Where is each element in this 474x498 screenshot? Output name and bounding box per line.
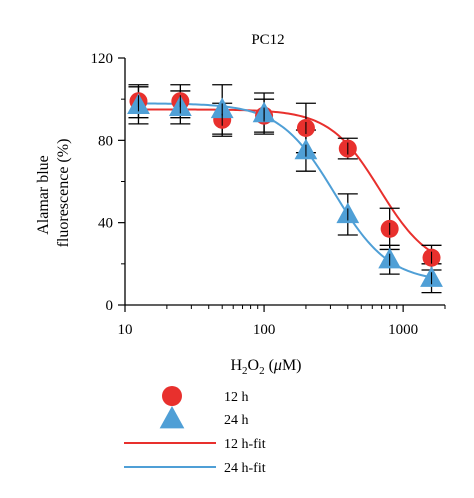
legend-label: 24 h-fit: [224, 461, 266, 476]
x-tick-label: 10: [118, 322, 133, 338]
legend-marker-triangle: [159, 406, 185, 429]
chart-title: PC12: [251, 32, 284, 48]
legend-marker-circle: [162, 386, 182, 406]
y-tick-label: 80: [98, 133, 113, 149]
data-markers: [127, 92, 443, 287]
y-axis-label-line-1: Alamar blue: [35, 155, 52, 235]
y-tick-label: 40: [98, 216, 113, 232]
legend: 12 h 24 h 12 h-fit 24 h-fit: [124, 386, 266, 476]
x-tick-label: 100: [253, 322, 276, 338]
x-tick-label: 1000: [388, 322, 418, 338]
x-axis-label: H2O2 (μM): [230, 357, 301, 377]
legend-label: 24 h: [224, 413, 249, 428]
y-tick-label: 120: [91, 51, 114, 67]
y-tick-label: 0: [106, 298, 114, 314]
legend-label: 12 h-fit: [224, 437, 266, 452]
y-axis-label-line-2: fluorescence (%): [55, 139, 72, 248]
plot-axes: 0 40 80 120 10 100 1000: [91, 51, 446, 338]
legend-label: 12 h: [224, 390, 249, 405]
y-axis-label: Alamar blue fluorescence (%): [35, 139, 72, 248]
